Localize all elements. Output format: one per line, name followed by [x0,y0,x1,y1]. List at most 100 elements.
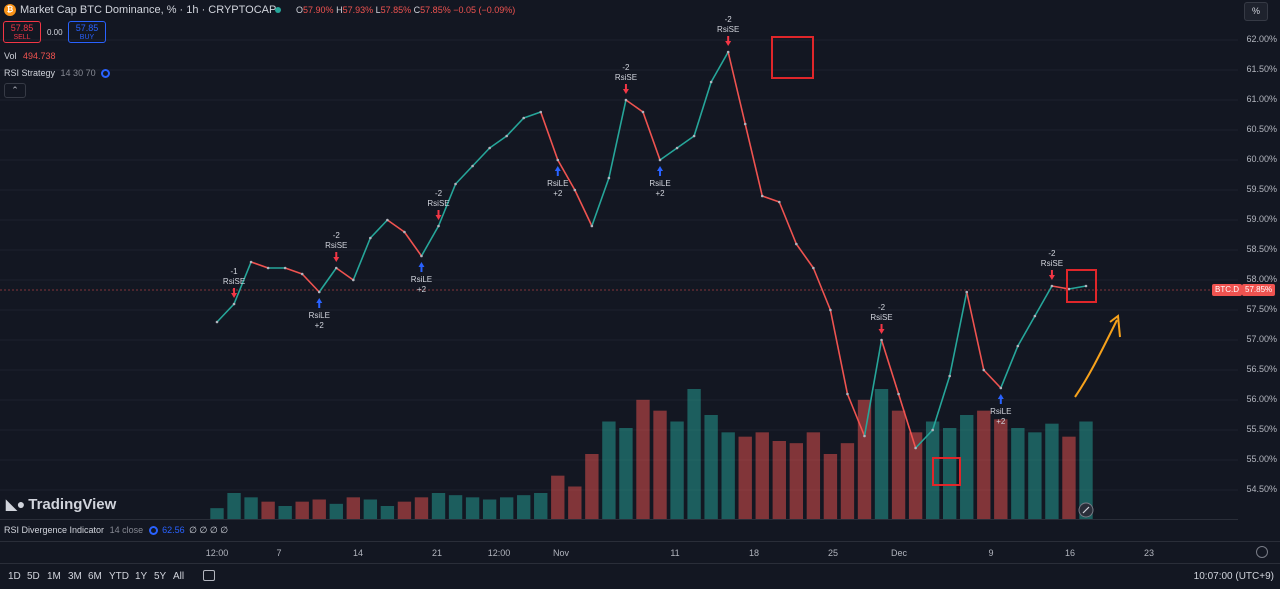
price-tick: 60.50% [1246,124,1277,134]
price-segment [352,237,372,281]
replay-icon[interactable] [1078,502,1094,518]
timeframe-button-5y[interactable]: 5Y [154,571,167,582]
volume-bar [380,506,395,519]
volume-bar [619,428,633,519]
long-entry-signal: RsiLE+2 [649,166,671,198]
indicator-value: 62.56 [162,525,185,535]
time-tick: 18 [748,548,760,558]
percent-scale-button[interactable]: % [1244,2,1268,21]
price-series [215,50,1088,450]
timeframe-button-3m[interactable]: 3M [68,571,82,582]
signal-label: RsiLE [309,311,330,320]
date-range-calendar-icon[interactable] [203,570,215,581]
timeframe-button-6m[interactable]: 6M [88,571,102,582]
volume-histogram [210,389,1093,519]
price-point [334,266,338,270]
signal-label: -2 [333,231,341,240]
time-tick: 11 [670,548,680,558]
price-segment [591,177,610,227]
price-segment [1000,345,1019,389]
price-segment [676,135,695,149]
clock-timezone[interactable]: 10:07:00 (UTC+9) [1193,571,1274,582]
price-axis[interactable]: 62.00% 61.50% 61.00% 60.50% 60.00% 59.50% 59.0… [1238,0,1280,541]
price-point [1067,287,1071,291]
price-segment [506,117,525,137]
price-segment [965,291,985,371]
signal-label: RsiSE [223,277,245,286]
price-point [403,230,406,234]
volume-bar [1079,421,1093,519]
timeframe-button-1d[interactable]: 1D [8,571,21,582]
price-point [624,98,628,102]
price-tick: 56.00% [1246,394,1277,404]
price-segment [880,339,900,395]
time-tick: 16 [1064,548,1076,558]
buy-button[interactable]: 57.85 BUY [68,21,106,43]
volume-bar [227,493,241,519]
volume-bar [465,497,480,519]
price-segment [846,393,866,437]
spread-value: 0.00 [47,28,63,37]
signal-label: RsiLE [649,179,670,188]
rsi-divergence-legend[interactable]: RSI Divergence Indicator 14 close 62.56 … [4,525,229,536]
volume-bar [414,497,429,519]
time-tick: 12:00 [205,548,229,558]
volume-legend[interactable]: Vol 494.738 [4,51,56,61]
price-point [556,158,560,162]
long-entry-signal: RsiLE+2 [990,394,1011,426]
price-point [488,146,491,150]
price-point [505,134,508,138]
highlight-box-current [1066,269,1097,303]
volume-bar [755,432,769,519]
price-point [573,188,577,192]
price-segment [659,147,678,161]
tradingview-logo[interactable]: ◣● TradingView [6,496,117,513]
pane-divider[interactable] [0,519,1238,520]
price-point [795,242,798,246]
symbol-title[interactable]: Market Cap BTC Dominance, % · 1h · CRYPT… [20,4,277,16]
volume-bar [431,493,446,519]
price-point [709,80,713,84]
signal-label: RsiSE [427,199,449,208]
price-segment [625,99,644,113]
volume-bar [789,443,804,519]
price-point [454,182,457,186]
price-point [522,116,526,120]
strategy-settings-icon[interactable] [101,69,111,79]
price-tick: 54.50% [1246,484,1277,494]
current-price-tag: 57.85% [1242,284,1276,296]
timeframe-button-1y[interactable]: 1Y [135,571,148,582]
timeframe-button-5d[interactable]: 5D [27,571,40,582]
signal-label: -2 [435,189,443,198]
price-segment [454,165,474,185]
price-segment [216,303,235,323]
price-point [249,260,253,264]
signal-label: RsiSE [1041,259,1063,268]
price-point [607,176,611,180]
price-segment [915,429,934,449]
timeframe-button-ytd[interactable]: YTD [109,571,129,582]
price-point [982,368,986,372]
price-segment [983,369,1002,389]
sell-button[interactable]: 57.85 SELL [3,21,41,43]
time-tick: Nov [552,548,570,558]
timeframe-button-1m[interactable]: 1M [47,571,61,582]
indicator-settings-icon[interactable] [148,526,158,536]
arrow-up-icon [997,394,1004,404]
price-point [590,224,594,228]
arrow-down-icon [333,252,340,262]
price-segment [437,183,457,227]
price-chart[interactable]: -1RsiSERsiLE+2-2RsiSERsiLE+2-2RsiSERsiLE… [0,0,1238,519]
settings-gear-icon[interactable] [1256,546,1268,558]
arrow-down-icon [622,84,629,94]
strategy-legend[interactable]: RSI Strategy 14 30 70 [4,68,111,79]
collapse-legend-button[interactable]: ⌃ [4,83,26,98]
timeframe-button-all[interactable]: All [173,571,185,582]
signal-label: -2 [725,15,733,24]
price-point [369,236,372,240]
ohlc-values: O57.90% H57.93% L57.85% C57.85% −0.05 (−… [296,5,516,15]
arrow-down-icon [725,36,732,46]
price-point [726,50,730,54]
